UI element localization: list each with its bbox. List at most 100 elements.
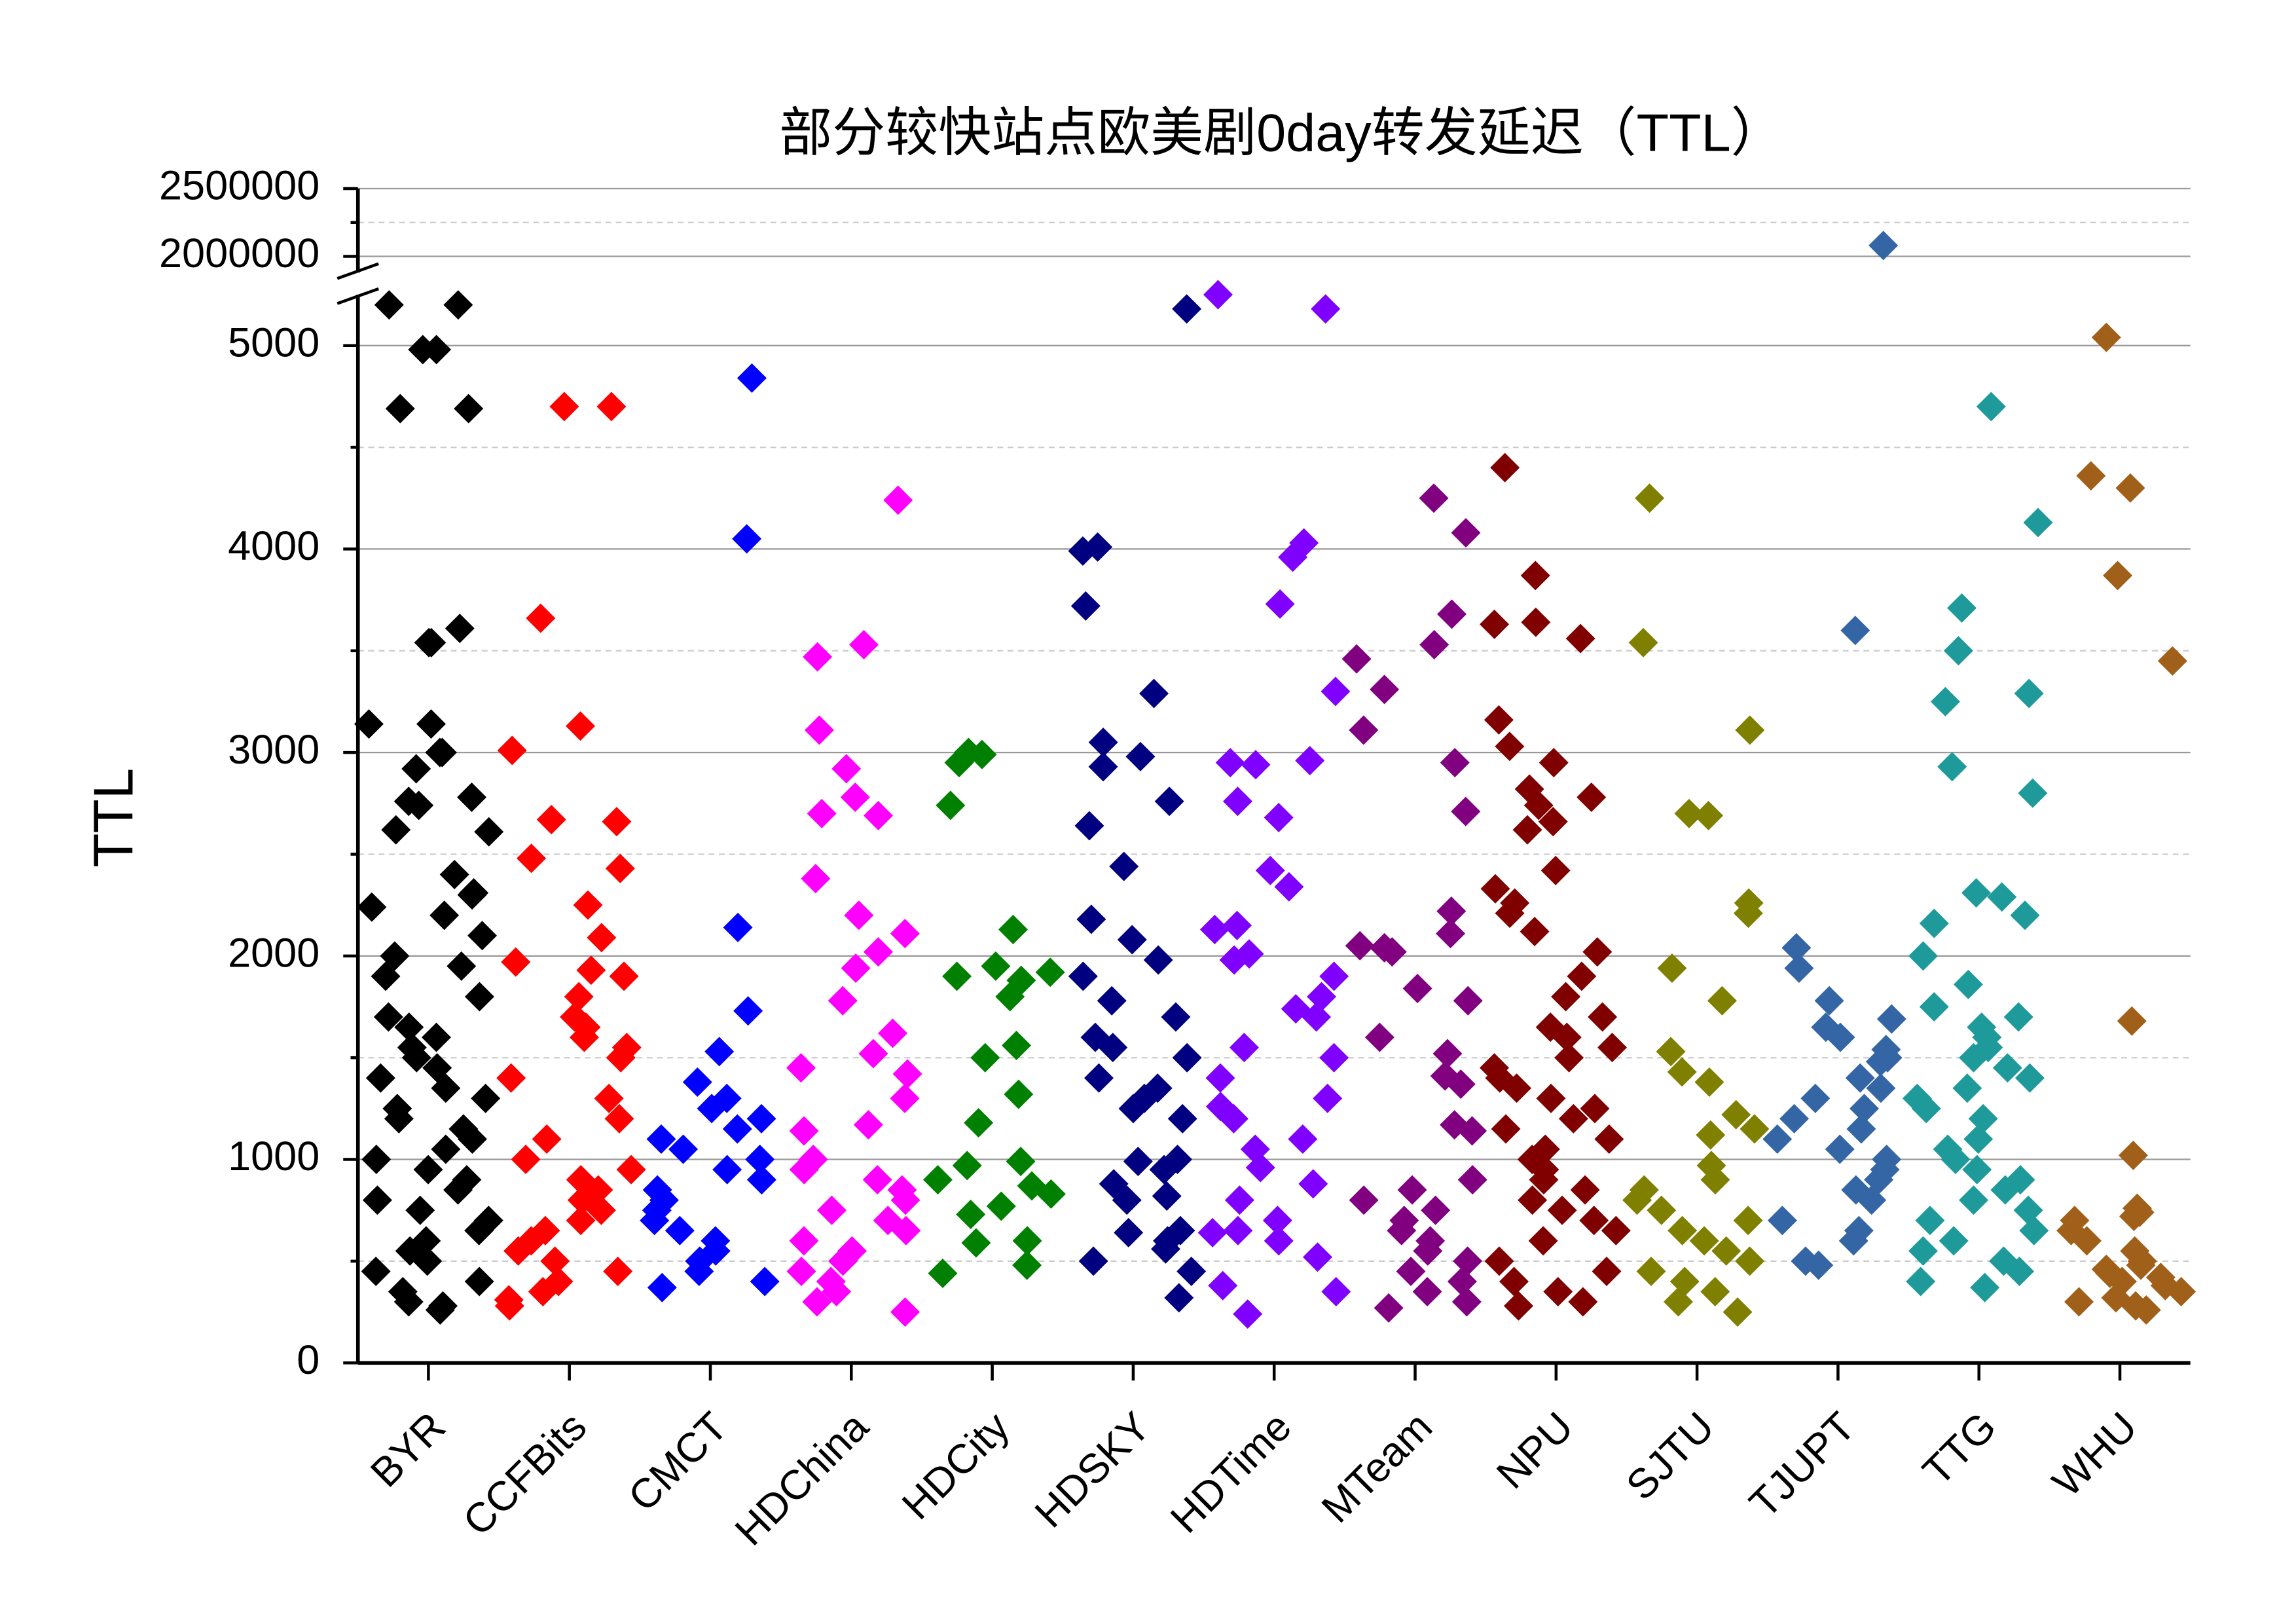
data-point [1321, 676, 1351, 707]
data-point [457, 1124, 487, 1154]
data-point [1205, 1063, 1235, 1093]
data-point [1176, 1256, 1207, 1286]
data-point [1919, 992, 1949, 1022]
data-point [1068, 961, 1098, 991]
x-tick-label: WHU [2044, 1403, 2146, 1505]
data-point [431, 1073, 461, 1103]
data-point [2071, 1226, 2102, 1256]
data-point [1845, 1063, 1875, 1093]
data-point [566, 711, 596, 741]
data-point [2115, 473, 2145, 503]
data-point [1255, 855, 1285, 885]
data-point [494, 1291, 524, 1321]
data-point [878, 1018, 908, 1048]
data-point [616, 1154, 646, 1185]
data-point [1485, 1063, 1515, 1093]
data-point [1868, 231, 1899, 261]
data-point [1850, 1094, 1880, 1124]
data-point [1229, 1033, 1259, 1063]
data-point [1908, 941, 1938, 971]
data-point [1161, 1002, 1191, 1032]
data-point [1364, 1022, 1394, 1052]
data-point [1421, 1195, 1451, 1225]
data-point [2091, 322, 2121, 352]
x-tick-label: NPU [1488, 1403, 1582, 1498]
data-point [1001, 1031, 1031, 1061]
data-point [2023, 507, 2053, 538]
x-tick-label: TTG [1914, 1403, 2005, 1494]
data-point [1568, 1287, 1598, 1317]
data-point [1172, 1043, 1202, 1073]
data-point [2076, 461, 2106, 491]
data-point [1419, 629, 1449, 659]
data-point [646, 1124, 676, 1154]
data-point [844, 900, 874, 931]
data-point [998, 914, 1028, 944]
data-point [603, 1256, 633, 1286]
data-point [1453, 1246, 1483, 1276]
data-point [807, 798, 837, 828]
data-point [605, 853, 635, 883]
data-point [1694, 800, 1724, 830]
data-point [786, 1256, 816, 1286]
data-point [1551, 982, 1581, 1012]
data-point [1635, 483, 1665, 513]
data-point [385, 394, 415, 424]
data-point [1814, 986, 1844, 1016]
data-point [2117, 1006, 2147, 1036]
data-point [429, 900, 460, 931]
data-point [1396, 1256, 1426, 1286]
data-point [1321, 1277, 1351, 1307]
data-point [828, 1246, 858, 1276]
data-point [1523, 790, 1554, 821]
data-point [1876, 1004, 1906, 1034]
data-point [1919, 908, 1949, 938]
data-point [1446, 1069, 1476, 1099]
data-point [801, 864, 831, 894]
data-point [1943, 636, 1973, 666]
data-point [431, 1134, 461, 1164]
data-point [1112, 1185, 1142, 1215]
data-point [1762, 1124, 1793, 1154]
data-point [1295, 746, 1325, 776]
chart-title: 部分较快站点欧美剧0day转发延迟（TTL） [779, 104, 1783, 163]
data-point [1696, 1120, 1726, 1150]
data-point [1074, 811, 1104, 841]
data-point [471, 1083, 501, 1113]
data-point [517, 843, 547, 874]
data-point [1484, 1246, 1514, 1276]
data-point [1628, 627, 1658, 657]
data-point [863, 937, 893, 967]
data-point [1413, 1236, 1443, 1266]
y-axis-label: TTL [83, 768, 145, 868]
data-point [1554, 1043, 1584, 1073]
data-point [964, 1108, 994, 1138]
data-point [1502, 1073, 1532, 1103]
axis-break [337, 287, 379, 305]
data-point [803, 642, 833, 672]
data-point [394, 1012, 424, 1043]
data-point [1480, 609, 1510, 639]
data-point [1088, 752, 1118, 782]
data-point [408, 335, 438, 365]
data-point [594, 1083, 624, 1113]
data-point [2014, 1063, 2045, 1093]
data-point [746, 1103, 776, 1134]
data-point [1503, 1291, 1533, 1321]
data-point [443, 1175, 473, 1205]
data-point [1558, 1103, 1588, 1134]
data-point [1539, 748, 1569, 778]
data-point [405, 1195, 435, 1225]
data-point [1968, 1103, 1998, 1134]
data-point [374, 290, 404, 320]
data-point [464, 1215, 494, 1246]
data-point [1689, 1226, 1719, 1256]
data-point [596, 392, 627, 422]
data-point [1154, 786, 1184, 817]
data-point [1735, 715, 1765, 745]
data-point [361, 1256, 391, 1286]
data-point [1846, 1114, 1876, 1144]
data-point [1947, 593, 1977, 623]
data-point [1939, 1226, 1969, 1256]
data-point [1838, 1226, 1868, 1256]
